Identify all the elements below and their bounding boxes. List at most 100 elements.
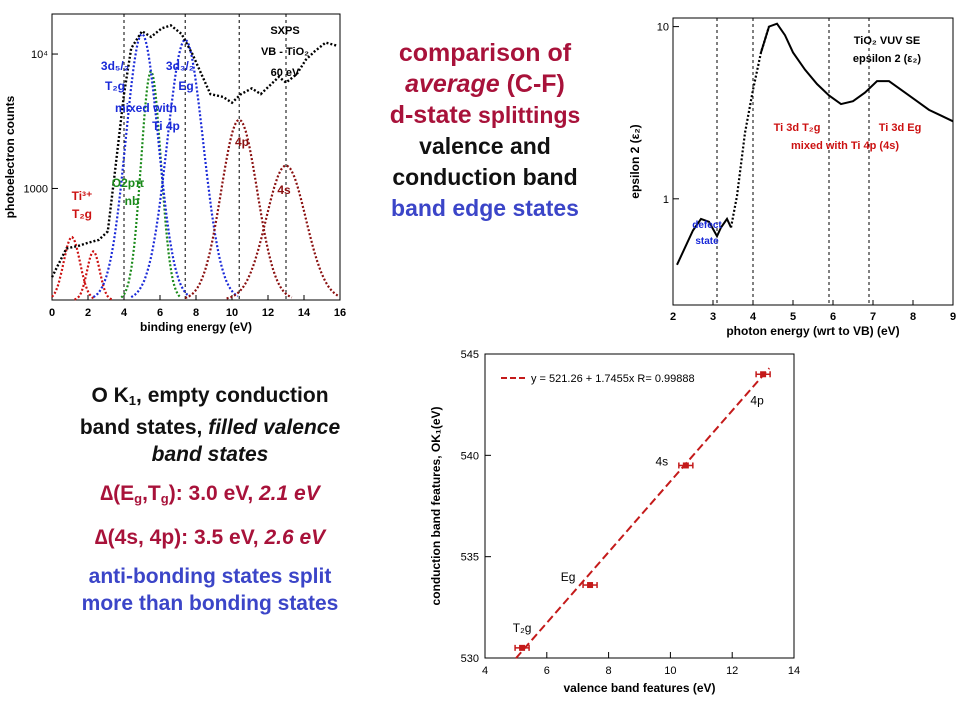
title-line-5: conduction band <box>392 164 578 190</box>
component-peak-curve <box>74 249 113 301</box>
sxps-chart: 0 2 4 6 8 10 12 14 16 10⁴ 1000 binding energy (eV) p… <box>3 13 346 334</box>
x-tick-label: 10 <box>664 665 676 677</box>
title-line-1: comparison of <box>398 39 572 67</box>
inset-title: SXPS <box>270 25 299 37</box>
peak-label: T₂g <box>105 79 125 93</box>
x-tick-label: 12 <box>726 665 738 677</box>
x-tick-label: 4 <box>121 307 128 319</box>
data-point <box>519 644 526 651</box>
data-point <box>682 462 689 469</box>
y-tick-label: 1000 <box>24 183 48 195</box>
x-tick-label: 2 <box>670 311 676 323</box>
plot-frame <box>672 17 954 306</box>
component-peak-curve <box>51 235 96 301</box>
point-label: 4s <box>656 454 669 468</box>
epsilon2-curve-edge <box>729 26 771 228</box>
point-label: Eg <box>561 570 576 584</box>
y-tick-label: 535 <box>461 552 479 564</box>
fit-line <box>515 367 771 659</box>
x-tick-label: 9 <box>950 311 956 323</box>
x-tick-label: 8 <box>910 311 916 323</box>
component-peak-curve <box>226 164 340 300</box>
component-peak-curve <box>184 118 293 300</box>
title-line-6: band edge states <box>391 195 579 221</box>
inset-title: TiO₂ VUV SE <box>854 35 920 47</box>
annotation-label: mixed with Ti 4p (4s) <box>791 140 899 152</box>
annotation-label: state <box>695 236 719 247</box>
x-tick-label: 4 <box>482 665 488 677</box>
slide-title: comparison of average (C-F) d-state spli… <box>350 38 620 224</box>
x-tick-label: 16 <box>334 307 346 319</box>
y-tick-label: 1 <box>663 194 669 206</box>
peak-label: nb <box>125 194 140 208</box>
notes-conclusion-2: more than bonding states <box>81 592 339 615</box>
y-tick-label: 545 <box>461 349 479 361</box>
y-axis-label: conduction band features, OK₁(eV) <box>429 407 443 606</box>
inset-subtitle: VB - TiO₂ <box>261 46 309 58</box>
vuv-se-chart: 2 3 4 5 6 7 8 9 10 1 photon energy (wrt to VB) (eV… <box>628 17 956 338</box>
y-tick-label: 530 <box>461 653 479 665</box>
annotation-label: defect <box>692 220 722 231</box>
peak-label: Ti³⁺ <box>72 189 93 203</box>
component-peak-curve <box>120 70 182 299</box>
y-tick-label: 10⁴ <box>31 49 48 61</box>
x-axis-label: valence band features (eV) <box>563 681 715 695</box>
peak-label: O2pπ <box>112 176 145 190</box>
title-line-3: d-state splittings <box>389 101 581 129</box>
point-label: 4p <box>750 393 764 407</box>
y-axis-label: epsilon 2 (ε₂) <box>628 124 642 198</box>
component-peak-curve <box>130 38 239 299</box>
x-tick-label: 14 <box>788 665 800 677</box>
epsilon2-curve-high <box>760 22 954 123</box>
notes-delta-1: ∆(Eg,Tg): 3.0 eV, 2.1 eV <box>100 482 320 506</box>
peak-label: Eg <box>178 79 193 93</box>
component-peak-curve <box>92 32 191 298</box>
x-tick-label: 7 <box>870 311 876 323</box>
title-line-4: valence and <box>419 133 551 159</box>
peak-label: 3d₅/₂ <box>101 59 129 73</box>
x-tick-label: 6 <box>544 665 550 677</box>
x-tick-label: 8 <box>193 307 199 319</box>
x-tick-label: 10 <box>226 307 238 319</box>
y-axis-label: photoelectron counts <box>3 95 17 218</box>
notes-line-1: O K1, empty conduction <box>91 384 329 408</box>
annotation-label: Ti 3d Eg <box>879 122 922 134</box>
peak-label: T₂g <box>72 207 92 221</box>
point-label: T₂g <box>513 621 532 635</box>
x-tick-label: 2 <box>85 307 91 319</box>
peak-label: mixed with <box>115 101 177 115</box>
notes-block: O K1, empty conduction band states, fill… <box>25 382 395 617</box>
x-tick-label: 3 <box>710 311 716 323</box>
total-spectrum-curve <box>50 24 337 278</box>
x-tick-label: 0 <box>49 307 55 319</box>
peak-label: 4s <box>277 183 291 197</box>
legend-label: y = 521.26 + 1.7455x R= 0.99888 <box>531 373 695 385</box>
notes-conclusion-1: anti-bonding states split <box>88 565 332 588</box>
x-axis-label: photon energy (wrt to VB) (eV) <box>726 324 899 338</box>
x-tick-label: 12 <box>262 307 274 319</box>
peak-label: 3d₃/₂ <box>166 59 194 73</box>
peak-label: 4p <box>235 135 249 149</box>
x-tick-label: 5 <box>790 311 796 323</box>
notes-line-3: band states <box>151 443 269 466</box>
data-point <box>760 371 767 378</box>
inset-energy: 60 eV <box>271 67 300 79</box>
correlation-chart: 4 6 8 10 12 14 530 535 540 545 valence band featur… <box>429 349 800 695</box>
annotation-label: Ti 3d T₂g <box>774 122 821 134</box>
plot-frame <box>484 353 795 659</box>
data-point <box>587 582 594 589</box>
x-tick-label: 14 <box>298 307 311 319</box>
title-line-2: average (C-F) <box>405 70 565 98</box>
x-tick-label: 6 <box>830 311 836 323</box>
x-tick-label: 8 <box>606 665 612 677</box>
epsilon2-curve-low <box>676 216 732 266</box>
peak-label: Ti 4p <box>152 119 180 133</box>
y-tick-label: 540 <box>461 450 479 462</box>
x-tick-label: 4 <box>750 311 757 323</box>
inset-subtitle: epsilon 2 (ε₂) <box>853 53 922 65</box>
x-tick-label: 6 <box>157 307 163 319</box>
notes-delta-2: ∆(4s, 4p): 3.5 eV, 2.6 eV <box>94 526 326 549</box>
y-tick-label: 10 <box>657 22 669 34</box>
x-axis-label: binding energy (eV) <box>140 320 252 334</box>
notes-line-2: band states, filled valence <box>79 416 341 439</box>
